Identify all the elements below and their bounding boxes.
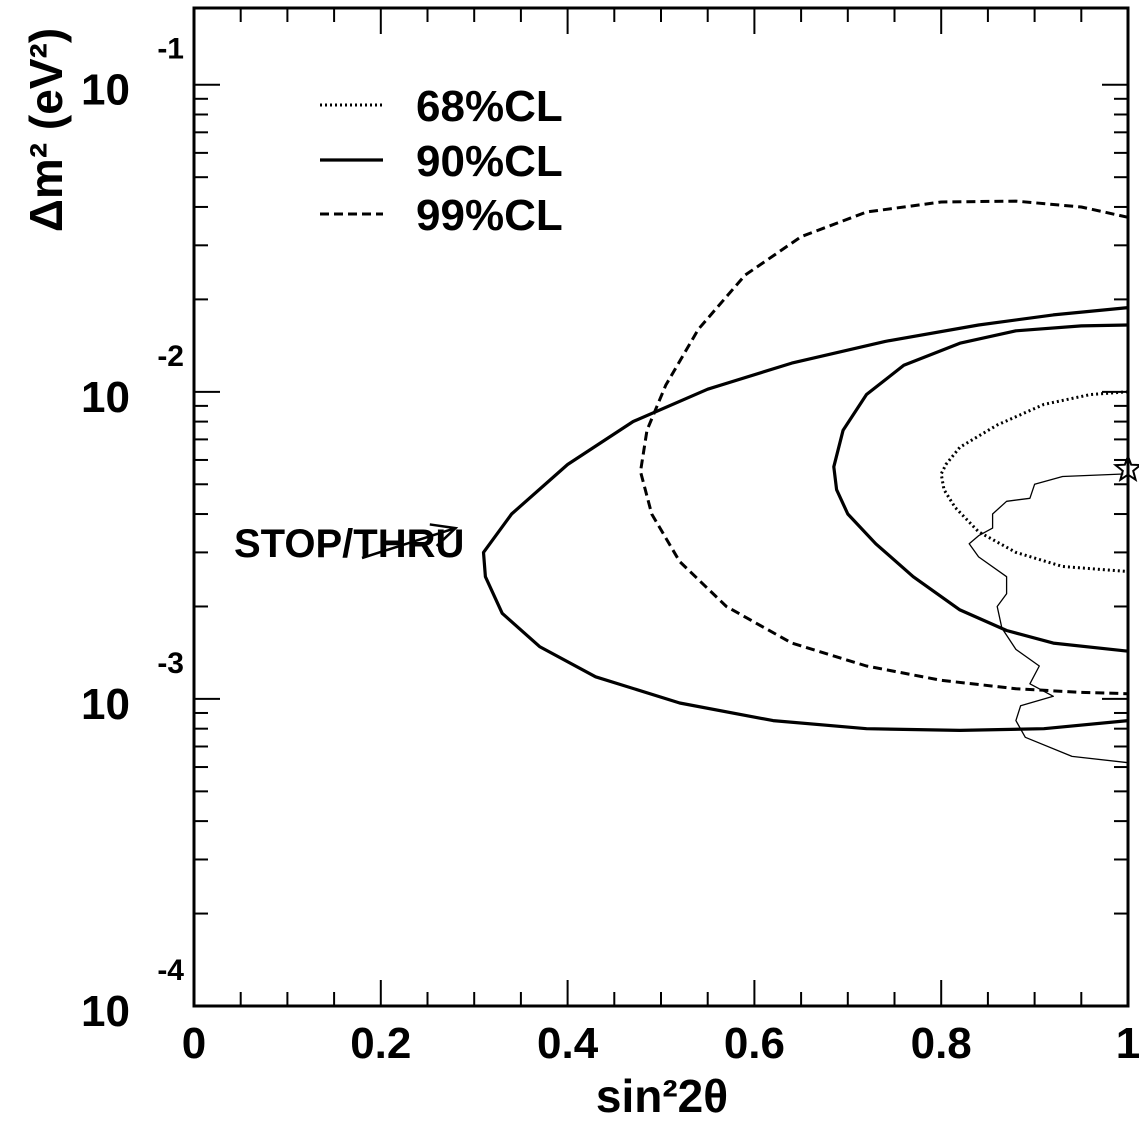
legend-label: 68%CL — [416, 82, 563, 131]
x-axis-label: sin²2θ — [596, 1070, 728, 1122]
y-tick-label-exp: -4 — [157, 954, 184, 987]
x-tick-label: 0.8 — [911, 1019, 972, 1068]
x-tick-label: 0.6 — [724, 1019, 785, 1068]
x-tick-label: 0 — [182, 1019, 206, 1068]
annotation-arrow — [361, 526, 456, 560]
x-axis-label-text: sin²2θ — [596, 1070, 728, 1122]
series-99-cl-dashed — [639, 199, 1129, 696]
x-tick-label: 0.2 — [350, 1019, 411, 1068]
series-stop-thru-thin — [968, 473, 1129, 764]
y-tick-label-exp: -3 — [157, 647, 184, 680]
x-tick-labels: 0 0.2 0.4 0.6 0.8 1 — [182, 1019, 1139, 1068]
y-tick-label-base: 10 — [81, 987, 130, 1036]
y-axis-label-text: Δm² (eV²) — [20, 28, 72, 232]
arrowhead-icon — [429, 523, 459, 547]
series-90-cl-solid — [832, 323, 1129, 653]
x-tick-label: 0.4 — [537, 1019, 599, 1068]
y-tick-labels: 10 -1 10 -2 10 -3 10 -4 — [81, 33, 184, 1036]
y-axis-label: Δm² (eV²) — [20, 28, 72, 232]
y-tick-label-exp: -2 — [157, 340, 184, 373]
legend-label: 90%CL — [416, 137, 563, 186]
y-tick-label-base: 10 — [81, 66, 130, 115]
plot-frame — [192, 6, 1130, 1008]
contour-curves — [481, 199, 1139, 764]
y-tick-label-base: 10 — [81, 680, 130, 729]
axis-ticks — [193, 8, 1129, 1007]
x-tick-label: 1 — [1116, 1019, 1139, 1068]
y-tick-label-exp: -1 — [157, 33, 184, 66]
annotation-label: STOP/THRU — [234, 522, 464, 566]
legend: 68%CL 90%CL 99%CL — [320, 82, 563, 240]
legend-label: 99%CL — [416, 191, 563, 240]
annotations: STOP/THRU — [234, 522, 464, 566]
series-68-cl-dotted — [939, 390, 1129, 573]
series-90-cl-solid — [481, 306, 1129, 732]
y-tick-label-base: 10 — [81, 373, 130, 422]
